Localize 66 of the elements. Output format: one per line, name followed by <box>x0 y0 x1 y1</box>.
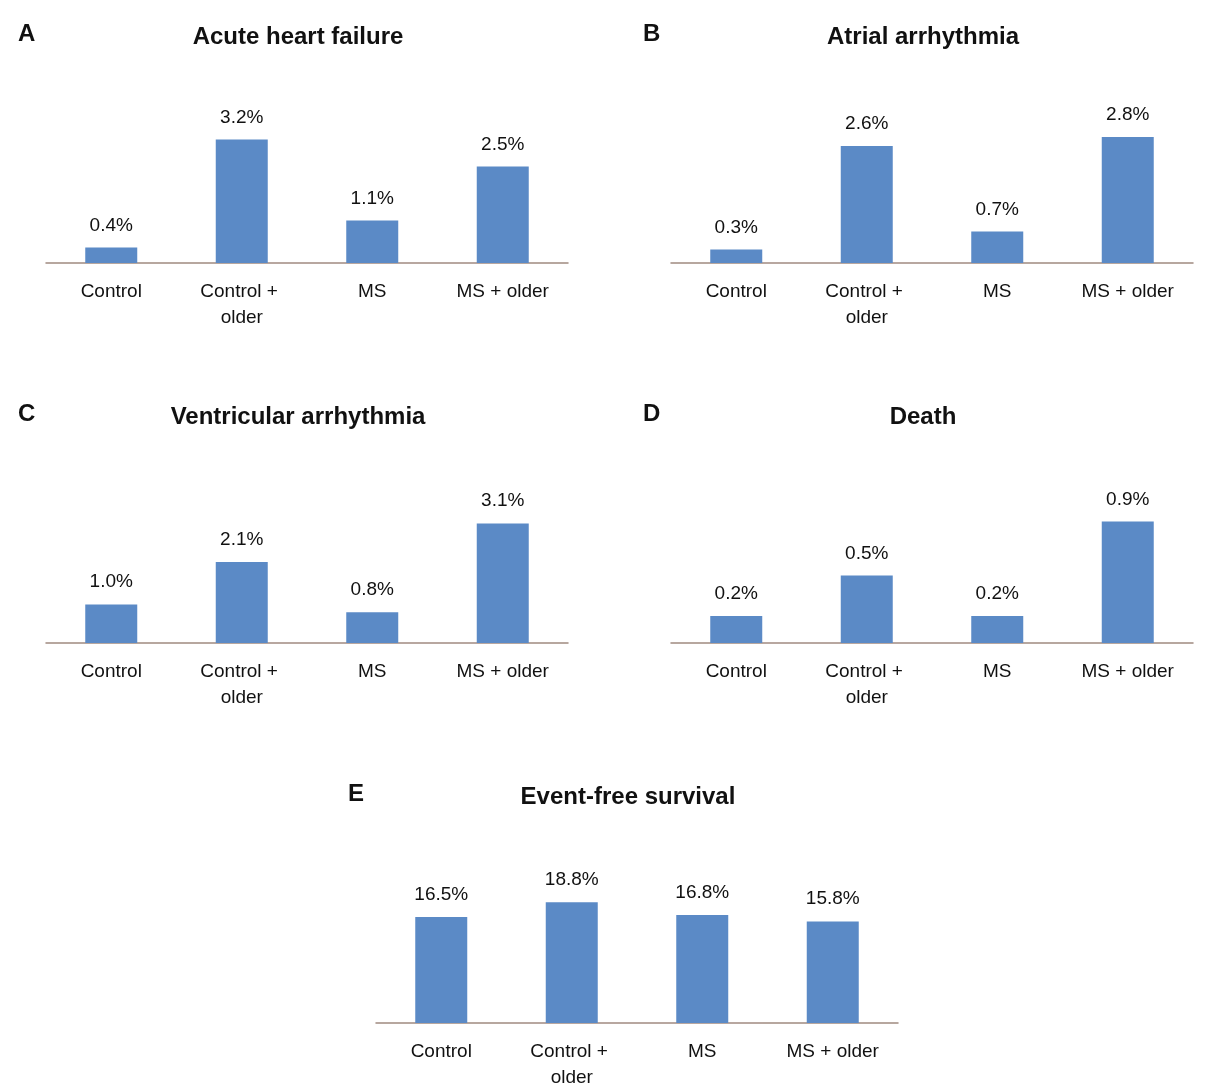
text: B <box>643 18 661 46</box>
data-label: 2.8% <box>1106 103 1150 124</box>
bar <box>85 604 138 643</box>
x-tick-label: Control <box>705 279 767 301</box>
data-label: 0.5% <box>845 541 889 563</box>
data-label: 0.8% <box>350 578 395 600</box>
bar <box>476 523 529 643</box>
bar <box>710 249 763 263</box>
bar <box>85 247 138 263</box>
x-tick-label: Control <box>410 1039 472 1061</box>
data-label: 1.1% <box>350 186 395 208</box>
bar <box>806 921 859 1023</box>
x-tick-label: MS <box>358 659 387 681</box>
x-tick-label: Control <box>80 279 142 301</box>
x-tick-label: MS <box>983 279 1012 301</box>
bar <box>415 916 468 1023</box>
x-tick-label: MS <box>358 279 387 301</box>
bar <box>971 231 1024 263</box>
x-tick-label: Control + older <box>530 1039 614 1087</box>
data-label: 0.2% <box>714 582 759 603</box>
data-label: 0.4% <box>89 213 134 235</box>
x-tick-label: MS + older <box>456 279 550 301</box>
data-label: 0.3% <box>714 215 759 237</box>
x-tick-label: MS <box>688 1039 717 1061</box>
x-tick-label: MS <box>983 659 1012 681</box>
data-label: 18.8% <box>544 868 599 890</box>
x-tick-label: Control + older <box>825 659 909 707</box>
chart-title: Death <box>889 401 957 429</box>
bar <box>545 902 598 1023</box>
bar <box>1101 137 1154 263</box>
x-tick-label: MS + older <box>456 659 550 681</box>
chart-title: Atrial arrhythmia <box>826 21 1020 49</box>
x-tick-label: MS + older <box>786 1039 880 1061</box>
data-label: 2.6% <box>845 112 889 133</box>
x-tick-label: Control + older <box>825 279 909 327</box>
text: C <box>18 398 36 426</box>
data-label: 1.0% <box>89 570 134 592</box>
data-label: 3.1% <box>481 489 525 511</box>
text: A <box>18 18 36 46</box>
x-tick-label: Control <box>80 659 142 681</box>
chart-title: Acute heart failure <box>192 21 404 49</box>
data-label: 16.8% <box>675 881 730 902</box>
data-label: 15.8% <box>805 887 860 909</box>
chart-title: Ventricular arrhythmia <box>170 401 427 429</box>
chart-title: Event-free survival <box>520 781 736 809</box>
bar <box>676 915 729 1023</box>
bar <box>215 139 268 263</box>
data-label: 2.5% <box>481 132 525 154</box>
text: D <box>643 398 661 426</box>
data-label: 0.7% <box>975 197 1020 219</box>
bar <box>476 166 529 263</box>
data-label: 16.5% <box>414 882 469 904</box>
x-tick-label: MS + older <box>1081 659 1175 681</box>
bar <box>840 146 893 263</box>
bar <box>346 612 399 643</box>
bar <box>346 220 399 263</box>
data-label: 3.2% <box>220 105 264 127</box>
data-label: 0.9% <box>1106 487 1150 509</box>
text: E <box>348 778 365 806</box>
data-label: 2.1% <box>220 528 264 549</box>
x-tick-label: MS + older <box>1081 279 1175 301</box>
bar <box>215 562 268 643</box>
x-tick-label: Control + older <box>200 659 284 707</box>
x-tick-label: Control <box>705 659 767 681</box>
data-label: 0.2% <box>975 582 1020 603</box>
x-tick-label: Control + older <box>200 279 284 327</box>
